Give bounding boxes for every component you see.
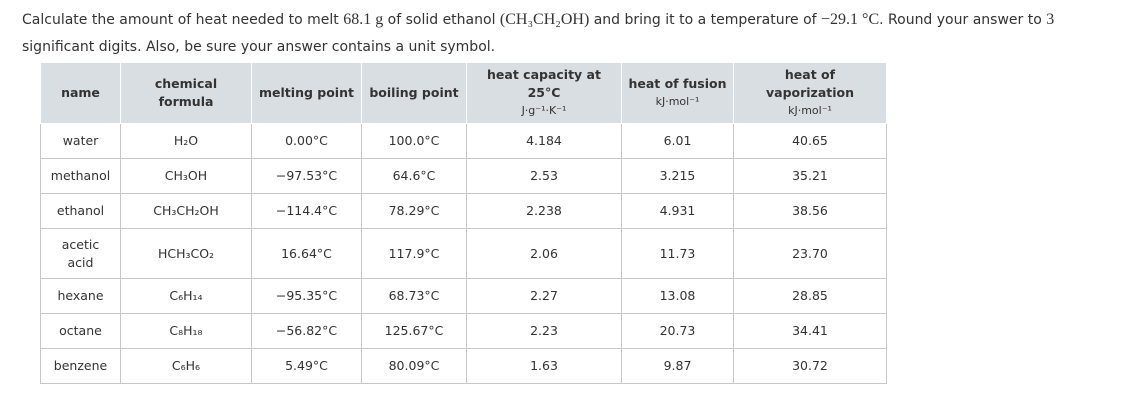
table-cell: 20.73 [621,313,734,349]
table-cell: hexane [40,278,121,314]
table-row: acetic acid HCH₃CO₂ 16.64°C 117.9°C 2.06 11.7… [40,228,887,279]
table-cell: 5.49°C [251,348,362,384]
table-cell: 23.70 [733,228,887,279]
table-cell: 2.238 [466,193,622,229]
table-cell: 2.06 [466,228,622,279]
table-cell: 6.01 [621,123,734,159]
question-part: 3 [1046,11,1055,28]
header-unit: kJ·mol⁻¹ [788,104,832,117]
table-cell: CH₃OH [120,158,252,194]
table-cell: 0.00°C [251,123,362,159]
table-cell: 38.56 [733,193,887,229]
header-title: heat of fusion [628,76,727,91]
table-cell: C₆H₆ [120,348,252,384]
table-cell: 9.87 [621,348,734,384]
column-header: name [40,62,121,124]
table-cell: 40.65 [733,123,887,159]
table-cell: 13.08 [621,278,734,314]
table-cell: 34.41 [733,313,887,349]
question-part: significant digits. Also, be sure your a… [22,39,496,55]
table-cell: 1.63 [466,348,622,384]
question-part: of solid ethanol [383,12,500,28]
table-cell: octane [40,313,121,349]
header-title: chemical formula [154,76,218,109]
table-cell: methanol [40,158,121,194]
question-part: Calculate the amount of heat needed to m… [22,12,344,28]
table-cell: 2.23 [466,313,622,349]
table-cell: −95.35°C [251,278,362,314]
table-cell: 100.0°C [361,123,467,159]
table-cell: 125.67°C [361,313,467,349]
table-row: octane C₈H₁₈ −56.82°C 125.67°C 2.23 20.73 34.4… [40,313,887,349]
column-header: heat capacity at 25°C J·g⁻¹·K⁻¹ [466,62,622,124]
data-table: name chemical formula melting point boiling… [40,62,887,384]
column-header: heat of vaporization kJ·mol⁻¹ [733,62,887,124]
table-cell: ethanol [40,193,121,229]
table-row: ethanol CH₃CH₂OH −114.4°C 78.29°C 2.238 4.931… [40,193,887,229]
question-part: −29.1 °C [821,11,880,28]
question-part: (CH₃CH₂OH) [499,11,590,28]
header-title: boiling point [369,85,459,100]
table-cell: 68.73°C [361,278,467,314]
table-cell: 4.931 [621,193,734,229]
table-cell: CH₃CH₂OH [120,193,252,229]
table-row: water H₂O 0.00°C 100.0°C 4.184 6.01 40.65 [40,123,887,159]
table-cell: 35.21 [733,158,887,194]
table-cell: 4.184 [466,123,622,159]
table-cell: water [40,123,121,159]
question: Calculate the amount of heat needed to m… [22,6,1112,61]
table-row: hexane C₆H₁₄ −95.35°C 68.73°C 2.27 13.08 28.85 [40,278,887,314]
table-cell: 11.73 [621,228,734,279]
column-header: boiling point [361,62,467,124]
header-unit: kJ·mol⁻¹ [655,95,700,108]
table-cell: acetic acid [40,228,121,279]
table-row: methanol CH₃OH −97.53°C 64.6°C 2.53 3.215 35.2… [40,158,887,194]
table-cell: benzene [40,348,121,384]
table-cell: 64.6°C [361,158,467,194]
column-header: heat of fusion kJ·mol⁻¹ [621,62,734,124]
header-title: heat capacity at 25°C [487,67,601,100]
table-cell: −114.4°C [251,193,362,229]
header-title: name [61,85,100,100]
table-cell: C₈H₁₈ [120,313,252,349]
table-cell: 30.72 [733,348,887,384]
table-cell: 78.29°C [361,193,467,229]
table-cell: 80.09°C [361,348,467,384]
table-cell: −56.82°C [251,313,362,349]
table-cell: 2.53 [466,158,622,194]
question-part: . Round your answer to [879,12,1047,28]
table-cell: C₆H₁₄ [120,278,252,314]
table-cell: H₂O [120,123,252,159]
table-cell: 28.85 [733,278,887,314]
column-header: melting point [251,62,362,124]
table-cell: HCH₃CO₂ [120,228,252,279]
header-title: heat of vaporization [765,67,855,100]
header-unit: J·g⁻¹·K⁻¹ [521,104,567,117]
header-title: melting point [259,85,354,100]
table-cell: 16.64°C [251,228,362,279]
table-cell: −97.53°C [251,158,362,194]
column-header: chemical formula [120,62,252,124]
question-part: 68.1 g [343,11,384,28]
table-cell: 2.27 [466,278,622,314]
table-cell: 3.215 [621,158,734,194]
table-row: benzene C₆H₆ 5.49°C 80.09°C 1.63 9.87 30.72 [40,348,887,384]
question-part: and bring it to a temperature of [589,12,822,28]
header-row: name chemical formula melting point boiling… [40,62,887,124]
table-cell: 117.9°C [361,228,467,279]
